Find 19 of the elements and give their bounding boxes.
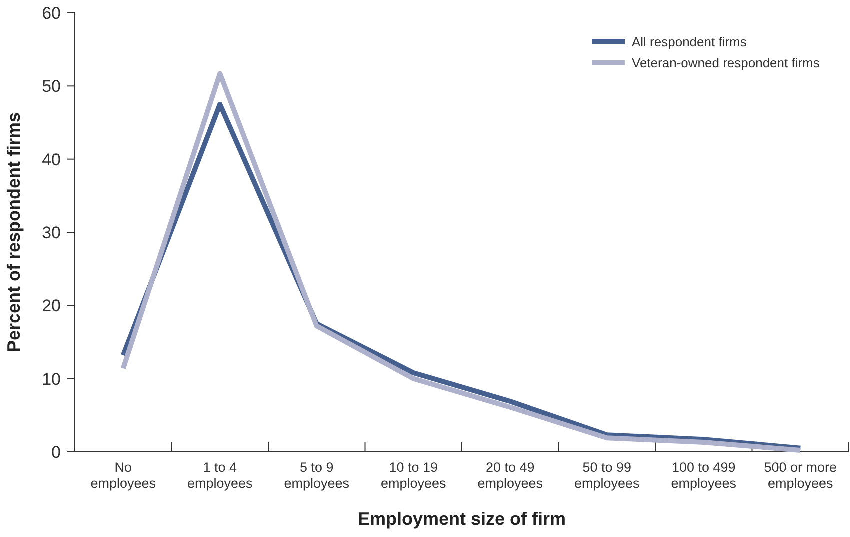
y-axis-title: Percent of respondent firms xyxy=(4,112,24,353)
y-tick-label: 40 xyxy=(42,150,61,170)
x-tick-label: 100 to 499 employees xyxy=(671,460,737,491)
y-tick-label: 50 xyxy=(42,77,61,96)
x-axis-title: Employment size of firm xyxy=(358,509,566,529)
x-tick-label: 20 to 49 employees xyxy=(478,460,544,491)
legend-label: All respondent firms xyxy=(632,34,748,50)
y-tick-label: 10 xyxy=(42,370,61,389)
x-tick-label: No employees xyxy=(90,460,156,491)
x-tick-label: 5 to 9 employees xyxy=(284,460,350,491)
y-tick-label: 30 xyxy=(42,223,61,242)
x-tick-label: 500 or more employees xyxy=(764,460,838,491)
y-tick-label: 60 xyxy=(42,4,61,23)
x-tick-label: 1 to 4 employees xyxy=(187,460,254,491)
x-tick-label: 10 to 19 employees xyxy=(380,460,447,491)
x-tick-label: 50 to 99 employees xyxy=(574,460,640,491)
legend-label: Veteran-owned respondent firms xyxy=(632,56,820,71)
y-tick-label: 20 xyxy=(42,296,61,316)
y-tick-label: 0 xyxy=(52,442,61,462)
